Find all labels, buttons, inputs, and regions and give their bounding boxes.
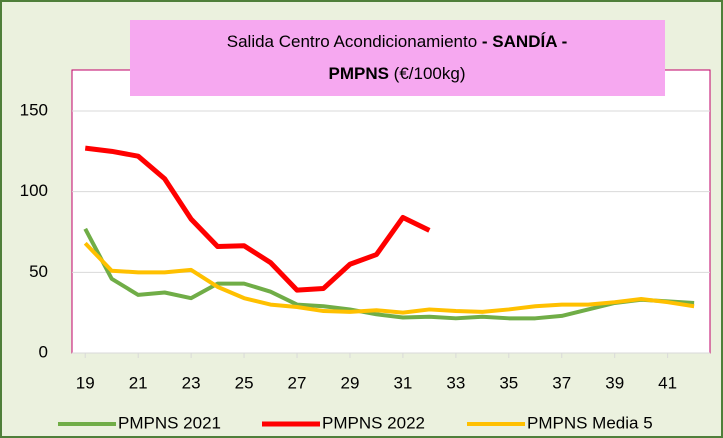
series-line [83,241,695,315]
x-tick-label: 31 [393,373,412,392]
x-tick-label: 41 [658,373,677,392]
x-tick-label: 29 [341,373,360,392]
series-line [83,227,695,321]
legend-label: PMPNS 2021 [118,413,221,432]
y-tick-label: 0 [39,342,48,361]
x-tick-label: 37 [552,373,571,392]
legend-label: PMPNS Media 5 [527,413,653,432]
x-tick-label: 27 [288,373,307,392]
title-part: (€/100kg) [389,64,466,83]
series-line [84,145,431,293]
title-part: - SANDÍA - [482,32,567,51]
plot [72,110,710,358]
title-part: Salida Centro Acondicionamiento [227,32,482,51]
x-tick-label: 35 [499,373,518,392]
x-tick-label: 23 [182,373,201,392]
legend-label: PMPNS 2022 [322,413,425,432]
x-tick-label: 39 [605,373,624,392]
x-tick-label: 19 [76,373,95,392]
title-part: PMPNS [328,64,388,83]
y-tick-label: 100 [20,181,48,200]
chart-title: Salida Centro Acondicionamiento - SANDÍA… [227,32,567,51]
chart-title: PMPNS (€/100kg) [328,64,465,83]
y-tick-label: 50 [29,262,48,281]
y-tick-label: 150 [20,100,48,119]
x-tick-label: 33 [446,373,465,392]
x-tick-label: 25 [235,373,254,392]
title-box [130,20,665,96]
x-tick-label: 21 [129,373,148,392]
